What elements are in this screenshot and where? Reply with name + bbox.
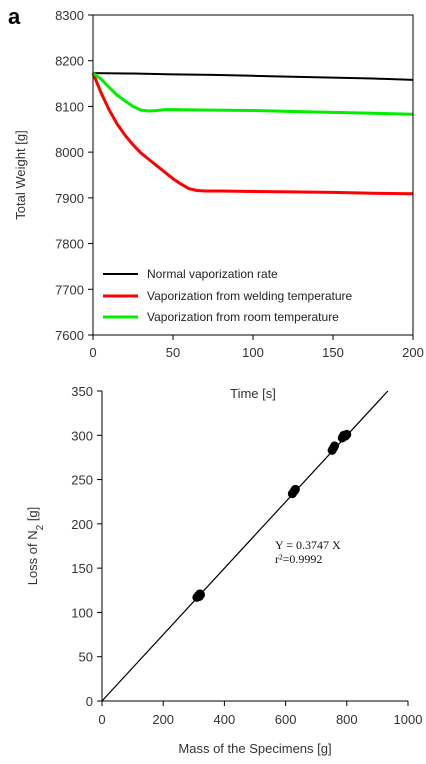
legend-label-normal: Normal vaporization rate [147,267,278,281]
fit-line [101,390,389,702]
ylabel-sub: 2 [35,524,46,530]
legend-label-room: Vaporization from room temperature [147,310,339,324]
x-tick-label: 800 [336,712,358,727]
x-tick-label: 200 [402,345,424,360]
y-tick-label: 0 [86,694,93,709]
ylabel-main: Loss of N [25,530,40,585]
y-tick-label: 8200 [55,54,84,69]
y-tick-label: 7700 [55,282,84,297]
x-tick-label: 600 [275,712,297,727]
chart-a: a 0 50 100 150 200 7600 7700 7800 7900 8000 8100 82… [8,4,424,401]
chart-b: 0 200 400 600 800 1000 0 50 100 150 200 250 300 350 Y… [25,384,422,756]
fit-equation: Y = 0.3747 X [275,538,341,552]
chart-b-xlabel: Mass of the Specimens [g] [178,741,331,756]
y-tick-label: 250 [71,473,93,488]
x-tick-label: 200 [152,712,174,727]
y-tick-label: 8000 [55,145,84,160]
y-tick-label: 50 [79,650,93,665]
data-point [330,441,340,451]
legend-label-welding: Vaporization from welding temperature [147,289,353,303]
chart-b-ylabel: Loss of N2 [g] [25,507,46,586]
ylabel-unit: [g] [25,507,40,525]
x-tick-label: 150 [322,345,344,360]
x-tick-label: 0 [89,345,96,360]
y-tick-label: 100 [71,605,93,620]
x-tick-label: 0 [98,712,105,727]
data-point [342,429,352,439]
chart-a-xlabel: Time [s] [230,386,276,401]
series-line-2 [92,71,414,116]
chart-b-axes [101,391,408,702]
y-tick-label: 8100 [55,99,84,114]
series-line-1 [91,72,414,196]
panel-letter: a [8,4,21,29]
y-tick-label: 8300 [55,8,84,23]
y-tick-label: 150 [71,561,93,576]
chart-a-legend: Normal vaporization rate Vaporization fr… [103,267,353,324]
x-tick-label: 100 [242,345,264,360]
x-tick-label: 1000 [394,712,423,727]
chart-a-plot-frame [92,14,414,336]
y-tick-label: 7600 [55,328,84,343]
data-point [196,590,206,600]
data-point [290,484,300,494]
y-tick-label: 300 [71,428,93,443]
series-line-0 [92,72,414,81]
x-tick-label: 400 [214,712,236,727]
chart-a-ylabel: Total Weight [g] [13,130,28,219]
y-tick-label: 7900 [55,191,84,206]
y-tick-label: 7800 [55,237,84,252]
y-tick-label: 200 [71,517,93,532]
fit-r-squared: r²=0.9992 [275,552,322,566]
y-tick-label: 350 [71,384,93,399]
x-tick-label: 50 [166,345,180,360]
